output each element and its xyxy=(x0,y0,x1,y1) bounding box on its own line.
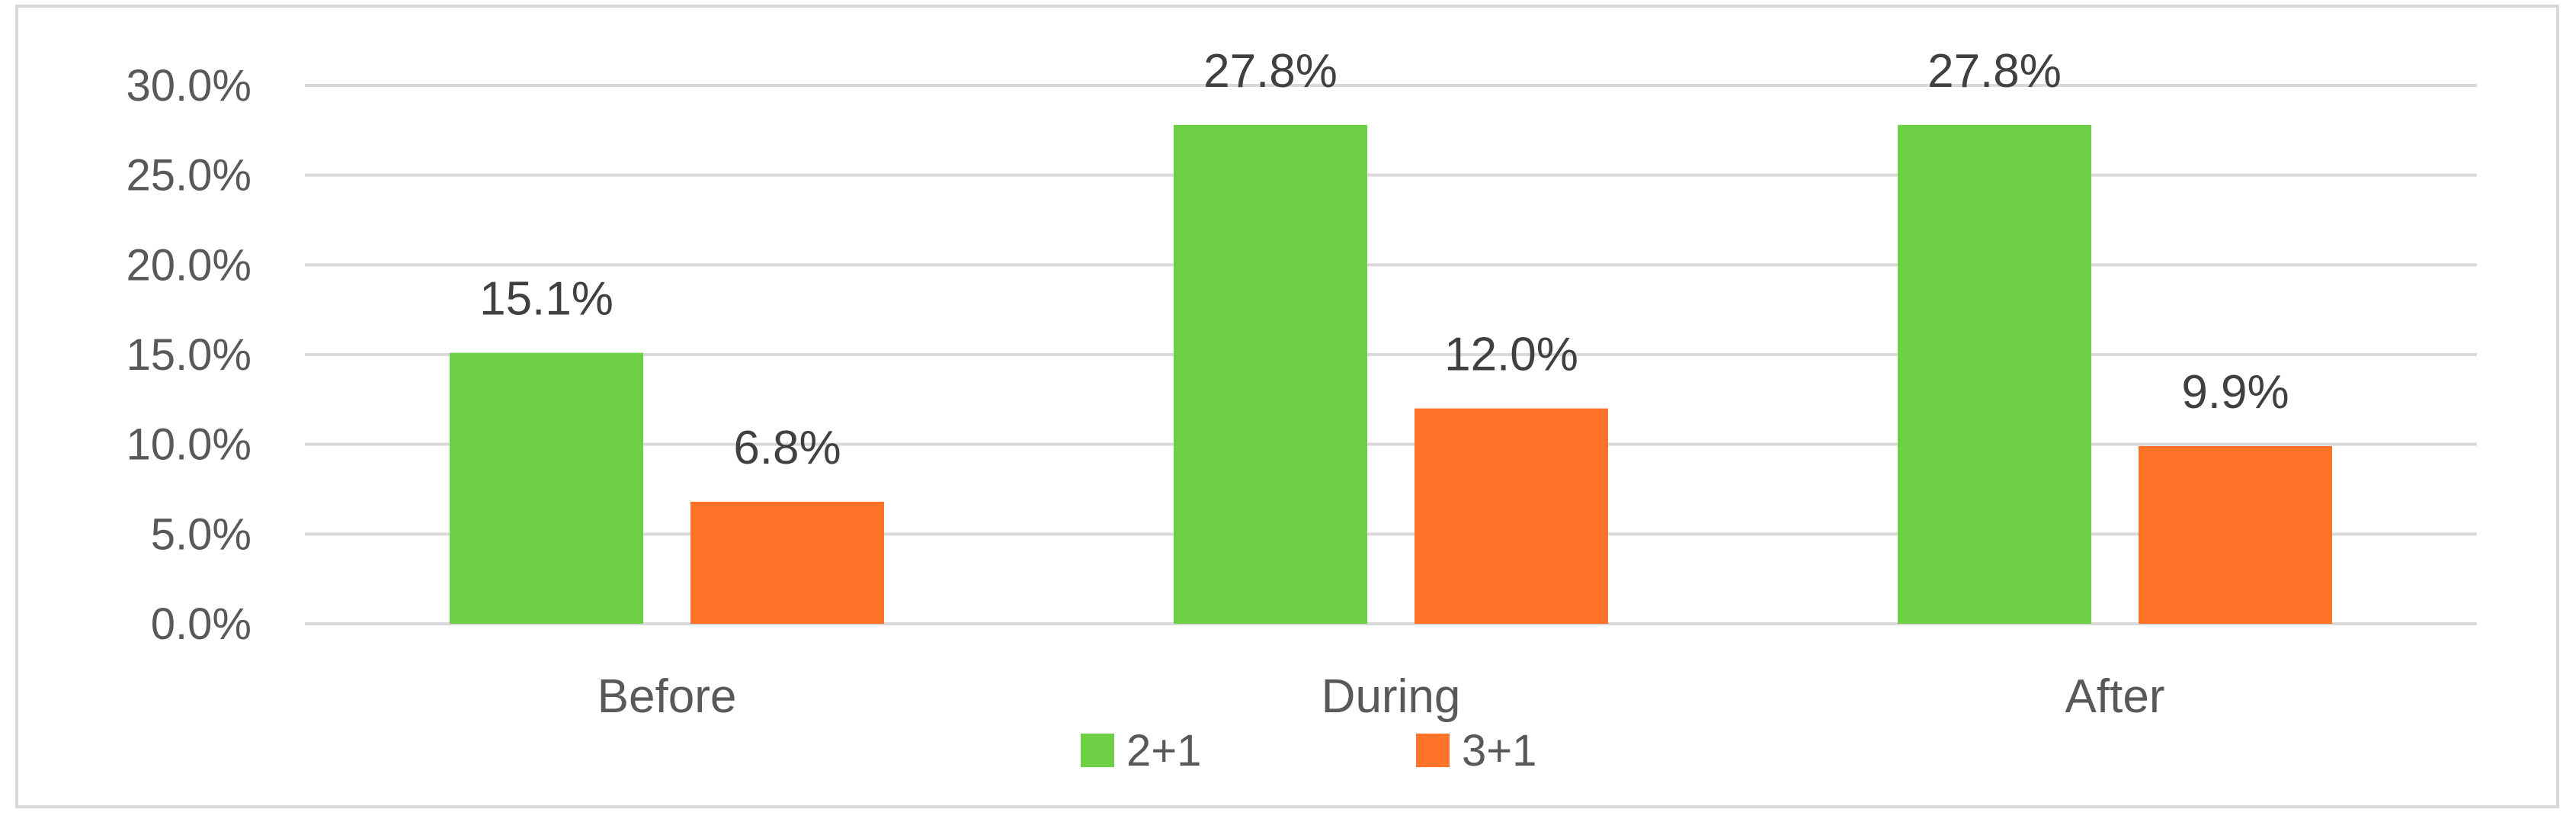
category-labels: Before During After xyxy=(598,670,2165,723)
y-tick-label: 5.0% xyxy=(151,509,252,559)
bar-2+1-during xyxy=(1174,124,1367,625)
y-tick-label: 10.0% xyxy=(127,420,252,470)
y-tick-label: 30.0% xyxy=(127,61,252,111)
gridlines xyxy=(305,84,2477,625)
legend-swatch xyxy=(1416,734,1450,767)
category-label-before: Before xyxy=(598,670,737,723)
data-label: 27.8% xyxy=(1203,45,1338,98)
category-label-after: After xyxy=(2065,670,2165,723)
y-tick-label: 0.0% xyxy=(151,599,252,649)
y-axis-tick-labels: 0.0% 5.0% 10.0% 15.0% 20.0% 25.0% 30.0% xyxy=(127,61,252,649)
data-label: 6.8% xyxy=(733,422,841,474)
data-label: 9.9% xyxy=(2181,366,2289,419)
legend-label: 3+1 xyxy=(1462,726,1536,776)
legend-swatch xyxy=(1081,734,1114,767)
bar-3+1-after xyxy=(2139,446,2332,624)
data-label: 12.0% xyxy=(1444,329,1578,381)
data-labels: 15.1% 6.8% 27.8% 12.0% 27.8% 9.9% xyxy=(479,45,2289,474)
y-tick-label: 25.0% xyxy=(127,151,252,201)
bars xyxy=(450,124,2332,625)
category-label-during: During xyxy=(1322,670,1461,723)
bar-2+1-before xyxy=(450,352,643,624)
data-label: 27.8% xyxy=(1927,45,2062,98)
bar-3+1-during xyxy=(1415,408,1608,624)
data-label: 15.1% xyxy=(479,273,614,326)
y-tick-label: 15.0% xyxy=(127,330,252,380)
legend-label: 2+1 xyxy=(1126,726,1201,776)
bar-2+1-after xyxy=(1898,124,2091,625)
bar-3+1-before xyxy=(690,501,884,624)
y-tick-label: 20.0% xyxy=(127,240,252,290)
legend: 2+1 3+1 xyxy=(1081,726,1536,776)
